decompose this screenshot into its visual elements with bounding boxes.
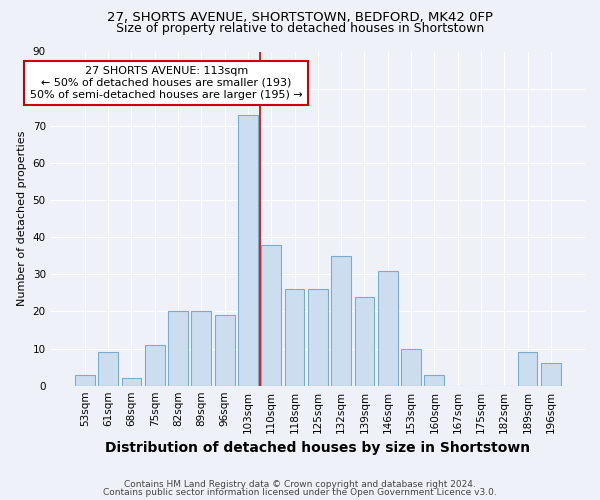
Bar [215, 315, 235, 386]
Text: 27 SHORTS AVENUE: 113sqm
← 50% of detached houses are smaller (193)
50% of semi-: 27 SHORTS AVENUE: 113sqm ← 50% of detach… [30, 66, 303, 100]
Bar [308, 289, 328, 386]
Bar [122, 378, 142, 386]
Y-axis label: Number of detached properties: Number of detached properties [17, 131, 27, 306]
Bar [168, 312, 188, 386]
Text: 27, SHORTS AVENUE, SHORTSTOWN, BEDFORD, MK42 0FP: 27, SHORTS AVENUE, SHORTSTOWN, BEDFORD, … [107, 11, 493, 24]
Bar [424, 374, 444, 386]
Bar [262, 244, 281, 386]
Bar [378, 270, 398, 386]
Bar [191, 312, 211, 386]
Bar [145, 345, 164, 386]
Bar [284, 289, 304, 386]
Bar [98, 352, 118, 386]
Bar [518, 352, 538, 386]
Bar [401, 348, 421, 386]
Bar [75, 374, 95, 386]
Bar [541, 364, 561, 386]
Text: Contains public sector information licensed under the Open Government Licence v3: Contains public sector information licen… [103, 488, 497, 497]
Bar [355, 296, 374, 386]
Bar [331, 256, 351, 386]
X-axis label: Distribution of detached houses by size in Shortstown: Distribution of detached houses by size … [105, 441, 530, 455]
Bar [238, 114, 258, 386]
Text: Size of property relative to detached houses in Shortstown: Size of property relative to detached ho… [116, 22, 484, 35]
Text: Contains HM Land Registry data © Crown copyright and database right 2024.: Contains HM Land Registry data © Crown c… [124, 480, 476, 489]
